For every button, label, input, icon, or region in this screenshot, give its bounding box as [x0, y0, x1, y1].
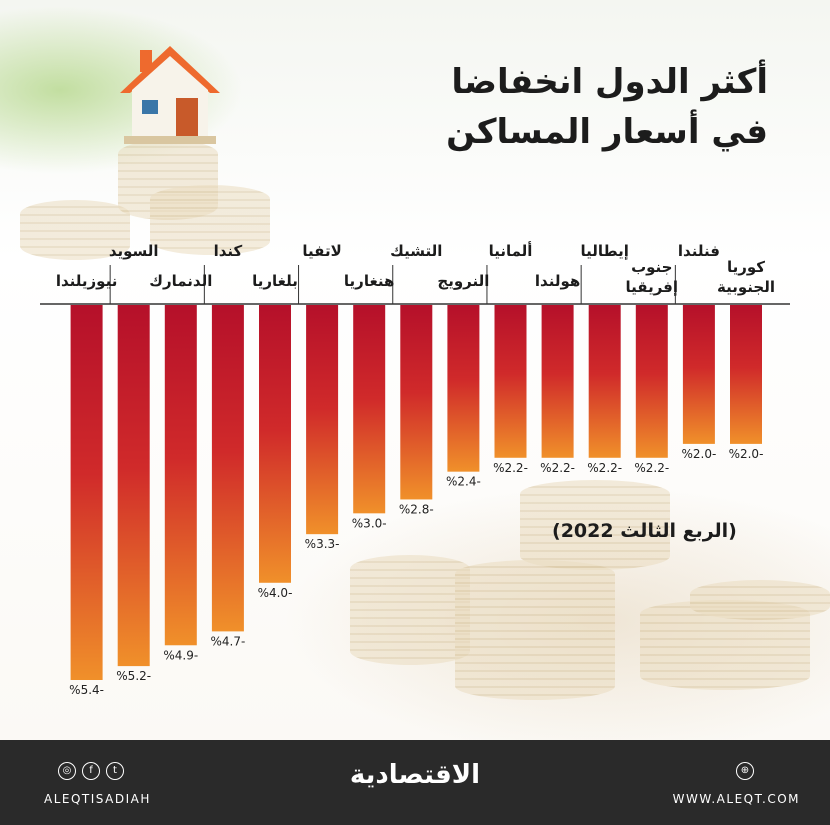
category-label-9: لاتفيا: [302, 242, 341, 260]
category-label-12: الدنمارك: [149, 272, 212, 290]
value-label-4: %2.2-: [540, 461, 575, 475]
globe-icon[interactable]: ⊕: [736, 762, 754, 780]
bar-4: [541, 305, 574, 458]
value-label-13: %5.2-: [116, 669, 151, 683]
value-label-9: %3.3-: [305, 537, 340, 551]
footer-bar: ◎ f t ALEQTISADIAH الاقتصادية ⊕ WWW.ALEQ…: [0, 740, 830, 825]
value-label-7: %2.8-: [399, 502, 434, 516]
value-label-14: %5.4-: [69, 683, 104, 697]
bar-1: [682, 305, 715, 444]
chart-title: أكثر الدول انخفاضا: [451, 62, 768, 102]
category-label-0: كوريا الجنوبية: [717, 258, 775, 296]
bar-9: [306, 305, 339, 535]
bar-14: [70, 305, 103, 680]
bar-12: [164, 305, 197, 646]
category-label-4: هولندا: [535, 272, 580, 290]
category-label-7: التشيك: [390, 242, 442, 260]
value-label-8: %3.0-: [352, 516, 387, 530]
bar-7: [400, 305, 433, 500]
twitter-icon[interactable]: t: [106, 762, 124, 780]
bar-3: [588, 305, 621, 458]
category-label-6: النرويج: [437, 272, 489, 290]
house-icon: [120, 46, 220, 144]
chart-subtitle: في أسعار المساكن: [446, 112, 768, 152]
value-label-1: %2.0-: [681, 447, 716, 461]
facebook-icon[interactable]: f: [82, 762, 100, 780]
brand-logo: الاقتصادية: [349, 760, 481, 790]
instagram-icon[interactable]: ◎: [58, 762, 76, 780]
category-label-3: إيطاليا: [580, 242, 628, 260]
value-label-2: %2.2-: [634, 461, 669, 475]
value-label-12: %4.9-: [163, 648, 198, 662]
value-label-3: %2.2-: [587, 461, 622, 475]
category-label-10: بلغاريا: [252, 272, 298, 290]
category-label-13: السويد: [109, 242, 159, 260]
bar-11: [211, 305, 244, 632]
value-label-5: %2.2-: [493, 461, 528, 475]
category-label-2: جنوب إفريقيا: [626, 258, 678, 296]
bar-2: [635, 305, 668, 458]
bar-5: [494, 305, 527, 458]
category-label-11: كندا: [214, 242, 243, 260]
bar-6: [447, 305, 480, 472]
category-label-1: فنلندا: [678, 242, 720, 260]
value-label-6: %2.4-: [446, 475, 481, 489]
value-label-0: %2.0-: [729, 447, 764, 461]
bar-0: [730, 305, 762, 444]
value-label-11: %4.7-: [210, 634, 245, 648]
bar-13: [117, 305, 150, 667]
period-label: (الربع الثالث 2022): [552, 520, 737, 542]
website-link[interactable]: WWW.ALEQT.COM: [672, 792, 800, 806]
bar-8: [353, 305, 386, 514]
category-label-5: ألمانيا: [489, 241, 533, 260]
category-label-8: هنغاريا: [344, 272, 395, 290]
bar-10: [259, 305, 291, 583]
value-label-10: %4.0-: [258, 586, 293, 600]
category-label-14: نيوزيلندا: [56, 272, 117, 290]
social-handle[interactable]: ALEQTISADIAH: [44, 792, 151, 806]
